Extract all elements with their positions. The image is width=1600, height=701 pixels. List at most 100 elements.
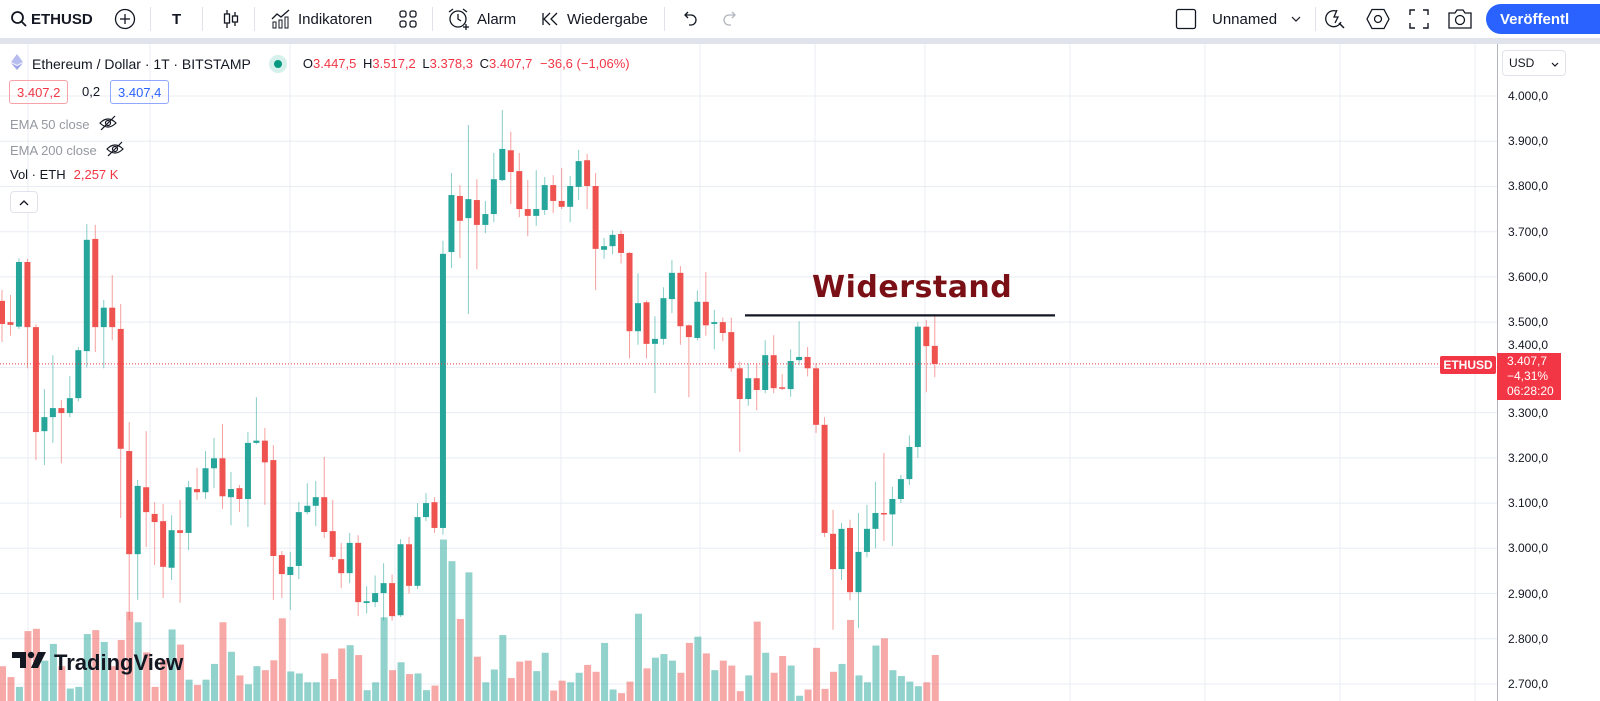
candle-body xyxy=(329,531,336,557)
buy-price-button[interactable]: 3.407,4 xyxy=(110,80,170,104)
indicators-button[interactable]: Indikatoren xyxy=(270,0,372,38)
volume-bar xyxy=(626,681,634,701)
candle-body xyxy=(753,378,760,390)
indicator-ema50[interactable]: EMA 50 close xyxy=(10,115,118,134)
candle xyxy=(880,452,887,542)
volume-bar xyxy=(75,686,83,701)
volume-bar xyxy=(177,644,185,701)
candle-body xyxy=(863,528,870,552)
volume-bar xyxy=(541,652,549,701)
candle-body xyxy=(677,272,684,327)
collapse-legend-button[interactable] xyxy=(10,191,38,213)
eye-off-icon[interactable] xyxy=(105,141,125,160)
volume-bar xyxy=(270,660,278,701)
indicators-icon xyxy=(270,9,292,29)
candle-body xyxy=(821,424,828,533)
price-axis-label: 3.400,0 xyxy=(1508,338,1549,352)
volume-bar xyxy=(923,682,931,701)
volume-bar xyxy=(41,660,49,701)
candle xyxy=(270,445,277,600)
compare-symbol-button[interactable] xyxy=(114,0,136,38)
volume-bar xyxy=(15,686,23,701)
candle xyxy=(363,586,370,614)
symbol-search-button[interactable]: ETHUSD xyxy=(10,0,93,38)
candle xyxy=(507,131,514,205)
layout-name: Unnamed xyxy=(1212,10,1278,28)
candle-body xyxy=(702,301,709,326)
volume-bar xyxy=(83,634,91,701)
candle-body xyxy=(126,451,133,555)
candle-body xyxy=(372,593,379,603)
currency-dropdown[interactable]: USD xyxy=(1502,50,1566,76)
candle-body xyxy=(414,517,421,586)
volume-label: Vol · ETH xyxy=(10,167,66,182)
candle xyxy=(838,522,845,580)
volume-bar xyxy=(770,672,778,701)
candle xyxy=(813,363,820,433)
candle-body xyxy=(304,505,311,513)
price-axis-label: 2.800,0 xyxy=(1508,631,1549,646)
layout-toggle-button[interactable] xyxy=(1175,0,1197,38)
replay-button[interactable]: Wiedergabe xyxy=(541,0,648,38)
candle xyxy=(855,513,862,628)
replay-icon xyxy=(541,11,561,27)
snapshot-button[interactable] xyxy=(1447,0,1473,38)
interval-button[interactable]: T xyxy=(172,10,182,28)
templates-button[interactable] xyxy=(398,0,418,38)
volume-bar xyxy=(584,664,592,701)
candle-body xyxy=(312,497,319,506)
volume-bar xyxy=(236,675,244,701)
fullscreen-button[interactable] xyxy=(1409,0,1429,38)
candle xyxy=(660,287,667,345)
candle xyxy=(728,317,735,372)
resistance-annotation[interactable]: Widerstand xyxy=(812,270,1013,305)
settings-button[interactable] xyxy=(1366,0,1390,38)
candle-body xyxy=(482,214,489,225)
eye-off-icon[interactable] xyxy=(98,115,118,134)
divider xyxy=(1315,7,1316,31)
volume-bar xyxy=(185,679,193,701)
volume-bar xyxy=(668,660,676,701)
candle-body xyxy=(66,398,73,414)
chevron-down-icon xyxy=(1291,16,1301,22)
candle xyxy=(0,290,5,343)
tradingview-logo[interactable]: TradingView xyxy=(12,650,183,676)
sell-price-button[interactable]: 3.407,2 xyxy=(9,80,69,104)
redo-button[interactable] xyxy=(722,0,740,38)
candle-body xyxy=(253,440,260,443)
volume-bar xyxy=(389,670,397,701)
candle xyxy=(473,179,480,270)
volume-bar xyxy=(702,653,710,701)
volume-bar xyxy=(253,666,261,701)
candle-body xyxy=(567,186,574,207)
indicator-volume[interactable]: Vol · ETH 2,257 K xyxy=(10,167,118,182)
currency-label: USD xyxy=(1509,56,1535,70)
quick-search-button[interactable] xyxy=(1324,0,1346,38)
volume-bar xyxy=(830,671,838,701)
volume-bar xyxy=(423,690,430,701)
candle xyxy=(160,503,167,599)
undo-button[interactable] xyxy=(680,0,698,38)
volume-bar xyxy=(490,669,498,701)
volume-bar xyxy=(762,652,770,701)
candle-body xyxy=(923,326,930,347)
alarm-button[interactable]: Alarm xyxy=(447,0,516,38)
symbol-title[interactable]: Ethereum / Dollar · 1T · BITSTAMP xyxy=(32,55,251,72)
candle-body xyxy=(456,195,463,221)
ohlc-values: O3.447,5 H3.517,2 L3.378,3 C3.407,7 −36,… xyxy=(303,56,630,71)
price-axis-label: 4.000,0 xyxy=(1508,89,1549,103)
volume-bar xyxy=(889,670,897,701)
candle xyxy=(618,230,625,264)
chart-type-button[interactable] xyxy=(222,0,240,38)
candle-body xyxy=(550,185,557,201)
price-axis-label: 3.500,0 xyxy=(1508,315,1549,330)
volume-bar xyxy=(244,684,252,701)
price-axis-label: 3.800,0 xyxy=(1508,179,1549,194)
layout-name-dropdown[interactable]: Unnamed xyxy=(1212,0,1301,38)
indicator-ema200[interactable]: EMA 200 close xyxy=(10,141,125,160)
volume-bar xyxy=(533,671,541,701)
candle-body xyxy=(151,513,158,523)
volume-bar xyxy=(651,657,659,701)
publish-button[interactable]: Veröffentl xyxy=(1486,4,1600,34)
